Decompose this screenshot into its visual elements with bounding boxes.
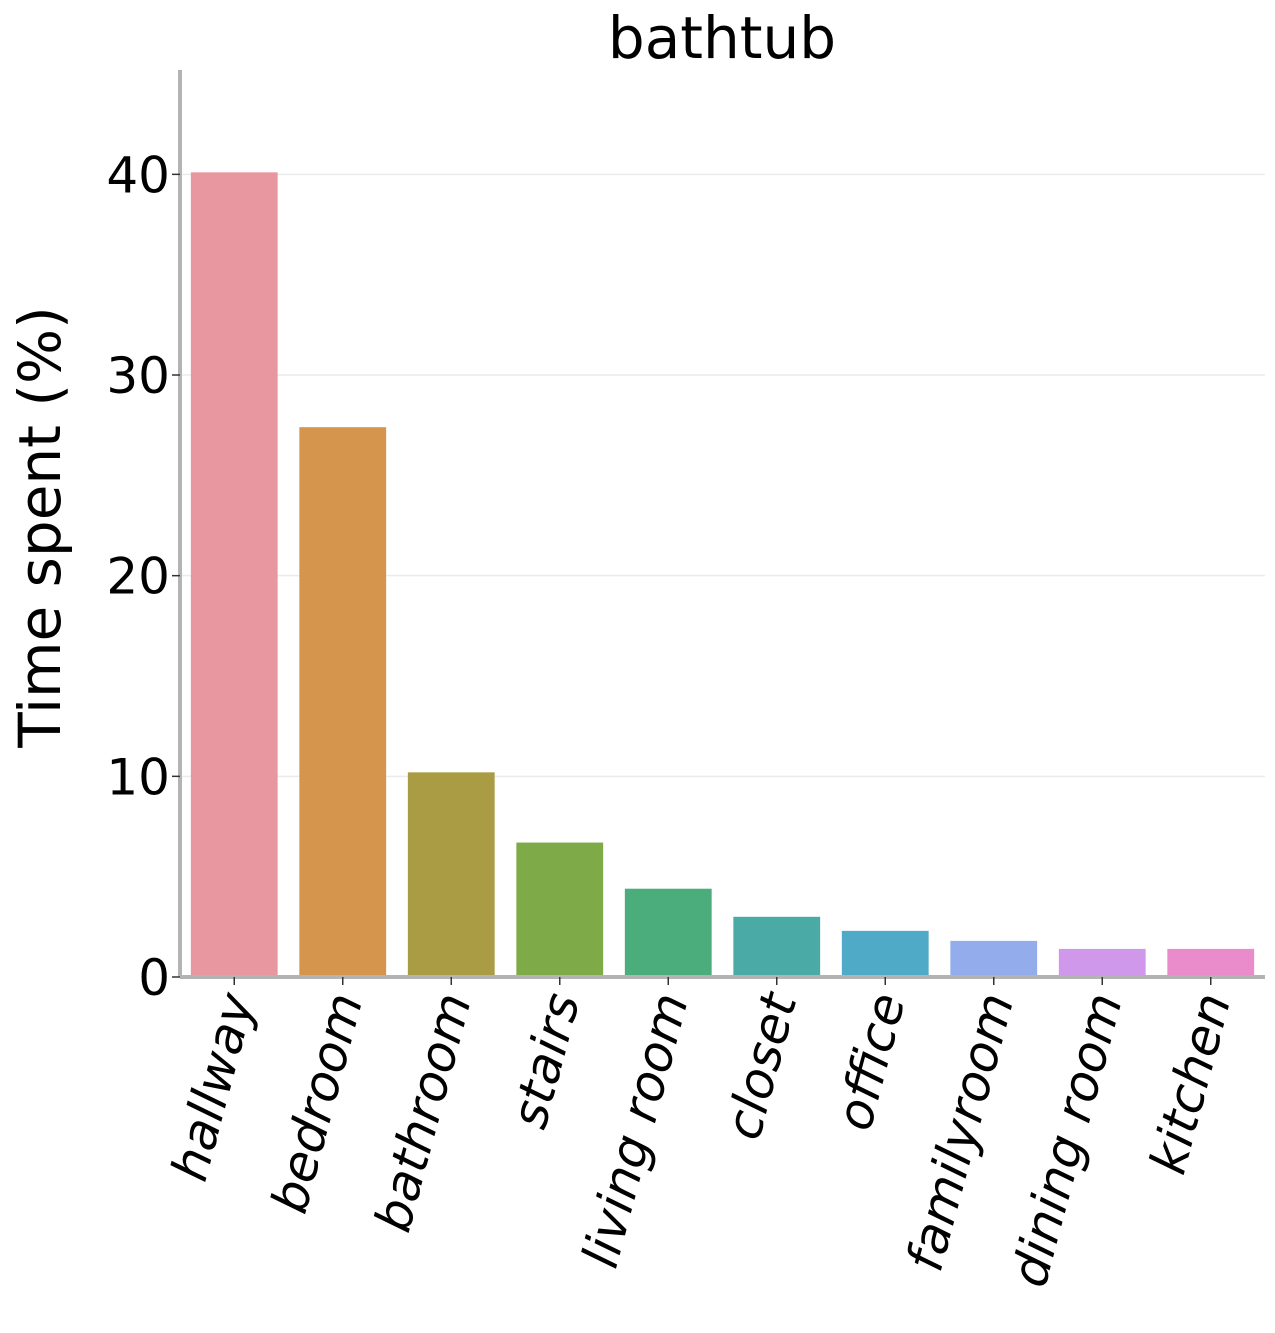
x-tick-label: closet <box>714 985 809 1146</box>
chart-title: bathtub <box>608 4 836 72</box>
x-tick-label: bathroom <box>364 987 483 1238</box>
x-tick-label: kitchen <box>1139 987 1243 1180</box>
bar-bathroom <box>407 772 495 977</box>
x-tick-label: living room <box>571 987 700 1273</box>
bar-familyroom <box>950 940 1038 977</box>
x-tick-label: familyroom <box>896 987 1026 1277</box>
x-tick-label: office <box>825 987 917 1136</box>
bar-closet <box>733 916 821 977</box>
y-tick-label: 10 <box>106 748 170 806</box>
bar-stairs <box>516 842 604 977</box>
y-tick-label: 0 <box>138 949 170 1007</box>
bar-office <box>841 930 929 977</box>
y-tick-label: 30 <box>106 347 170 405</box>
x-tick-label: bedroom <box>260 987 374 1219</box>
x-tick-label: stairs <box>500 987 591 1134</box>
bar-living-room <box>624 888 712 977</box>
x-tick-label: dining room <box>1000 987 1134 1293</box>
axes <box>178 70 1265 979</box>
bar-bedroom <box>299 427 387 978</box>
y-tick-label: 40 <box>106 146 170 204</box>
y-ticks: 0 10 20 30 40 <box>106 146 180 1007</box>
y-tick-label: 20 <box>106 548 170 606</box>
y-axis-label: Time spent (%) <box>6 306 74 748</box>
bars <box>190 172 1255 978</box>
x-tick-label: hallway <box>160 986 266 1187</box>
bar-kitchen <box>1167 948 1255 977</box>
bar-hallway <box>190 172 278 977</box>
bar-dining-room <box>1058 948 1146 977</box>
